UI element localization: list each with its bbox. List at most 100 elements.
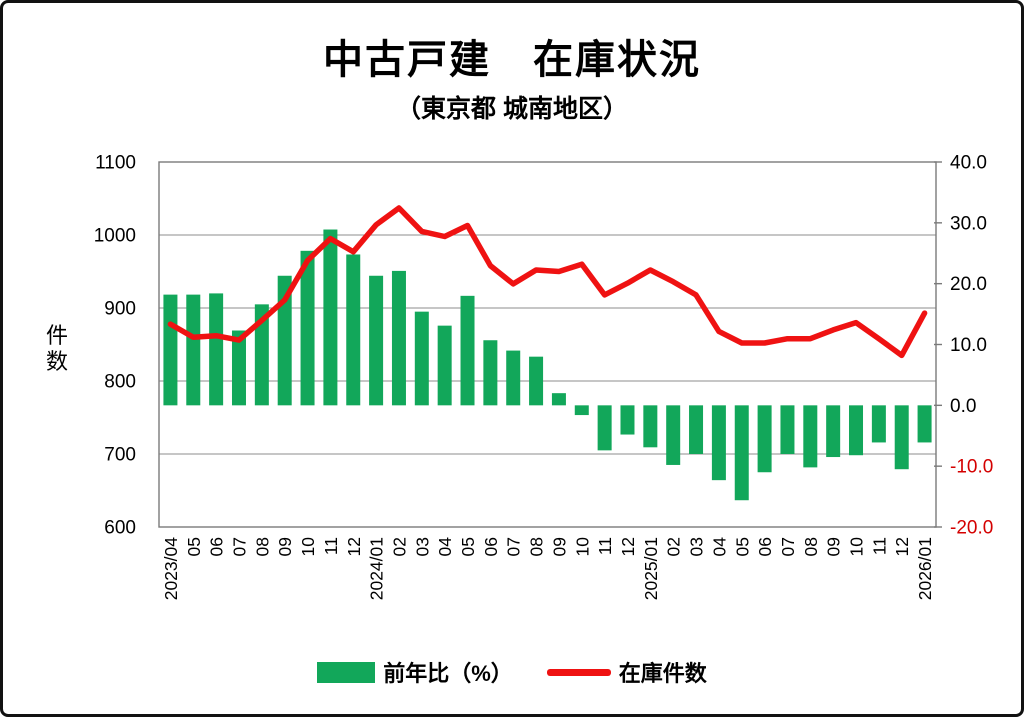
svg-text:12: 12 [618,537,638,556]
chart-canvas: 1100 1000 900 800 700 600 40.0 30.0 20.0 10.0 0.0 -… [46,153,993,601]
svg-text:03: 03 [687,537,707,556]
yoy-bar-swatch [317,661,376,683]
svg-text:40.0: 40.0 [950,153,987,174]
yoy-bar [437,325,452,406]
yoy-bar [323,229,338,406]
svg-text:10: 10 [847,537,867,557]
svg-text:07: 07 [230,537,250,556]
yoy-bar [734,405,749,501]
chart-title: 中古戸建 在庫状況 [323,38,701,82]
svg-text:09: 09 [275,537,295,556]
svg-text:04: 04 [709,537,729,557]
svg-text:08: 08 [527,537,547,556]
x-axis-labels: 2023/04 05 06 07 08 09 10 11 12 2024/01 02 03 04 05 06… [161,537,935,601]
svg-text:800: 800 [104,372,136,393]
yoy-bar [666,405,681,465]
yoy-bar [757,405,772,473]
svg-text:07: 07 [504,537,524,556]
yoy-bar [506,350,521,406]
yoy-bar [414,311,429,406]
svg-text:02: 02 [664,537,684,556]
svg-text:-10.0: -10.0 [950,457,993,478]
yoy-bar [231,330,246,406]
gridlines [159,161,936,528]
yoy-bar [529,356,544,406]
yoy-bar [826,405,841,458]
svg-text:02: 02 [390,537,410,556]
svg-text:06: 06 [207,537,227,556]
svg-text:10.0: 10.0 [950,335,987,356]
svg-text:1100: 1100 [95,153,136,174]
yoy-bar [209,293,224,406]
yoy-bar [346,254,361,406]
yoy-bar [551,393,566,406]
yoy-bar [460,295,475,406]
legend: 前年比（%） 在庫件数 [3,656,1021,688]
svg-text:06: 06 [755,537,775,556]
yoy-bar [300,250,315,406]
yoy-bar [369,275,384,406]
legend-item-inventory: 在庫件数 [546,656,707,688]
svg-text:20.0: 20.0 [950,274,987,295]
yoy-bar [711,405,726,481]
svg-text:08: 08 [252,537,272,556]
svg-text:2023/04: 2023/04 [161,537,181,601]
legend-inventory-label: 在庫件数 [618,661,707,686]
yoy-bars-series [163,229,932,501]
svg-text:0.0: 0.0 [950,396,976,417]
svg-text:900: 900 [104,299,136,320]
right-axis-labels: 40.0 30.0 20.0 10.0 0.0 -10.0 -20.0 [934,153,993,539]
svg-text:05: 05 [184,537,204,556]
chart-subtitle: （東京都 城南地区） [396,95,628,123]
yoy-bar [849,405,864,456]
left-axis-labels: 1100 1000 900 800 700 600 [94,153,136,539]
plot-frame [158,161,937,528]
svg-text:-20.0: -20.0 [950,518,993,539]
yoy-bar [620,405,635,435]
yoy-bar [917,405,932,443]
svg-text:数: 数 [46,349,68,374]
legend-item-yoy: 前年比（%） [317,656,513,688]
yoy-bar [186,294,201,406]
svg-text:11: 11 [595,537,615,555]
yoy-bar [803,405,818,468]
svg-text:10: 10 [572,537,592,557]
yoy-bar [780,405,795,454]
yoy-bar [391,270,406,406]
svg-text:700: 700 [104,445,136,466]
yoy-bar [871,405,886,443]
yoy-bar [254,304,269,406]
yoy-bar [163,294,178,406]
yoy-bar [574,405,589,416]
svg-text:11: 11 [321,537,341,555]
legend-yoy-label: 前年比（%） [383,661,513,686]
svg-text:件: 件 [46,323,68,348]
yoy-bar [689,405,704,454]
yoy-bar [894,405,909,470]
yoy-bar [643,405,658,448]
svg-text:11: 11 [869,537,889,555]
svg-text:09: 09 [549,537,569,556]
svg-text:07: 07 [778,537,798,556]
svg-text:09: 09 [824,537,844,556]
svg-text:600: 600 [104,518,136,539]
svg-text:04: 04 [435,537,455,557]
inventory-line-swatch [546,668,611,676]
svg-text:06: 06 [481,537,501,556]
svg-text:08: 08 [801,537,821,556]
svg-text:05: 05 [732,537,752,556]
svg-text:12: 12 [344,537,364,556]
svg-text:05: 05 [458,537,478,556]
svg-text:2026/01: 2026/01 [915,537,935,600]
left-axis-title: 件数 [46,323,68,374]
yoy-bar [277,275,292,406]
svg-text:2024/01: 2024/01 [367,537,387,600]
svg-text:10: 10 [298,537,318,557]
svg-text:1000: 1000 [94,226,136,247]
svg-text:03: 03 [412,537,432,556]
yoy-bar [483,340,498,406]
inventory-line [167,205,928,359]
yoy-bar [597,405,612,451]
svg-text:30.0: 30.0 [950,213,987,234]
